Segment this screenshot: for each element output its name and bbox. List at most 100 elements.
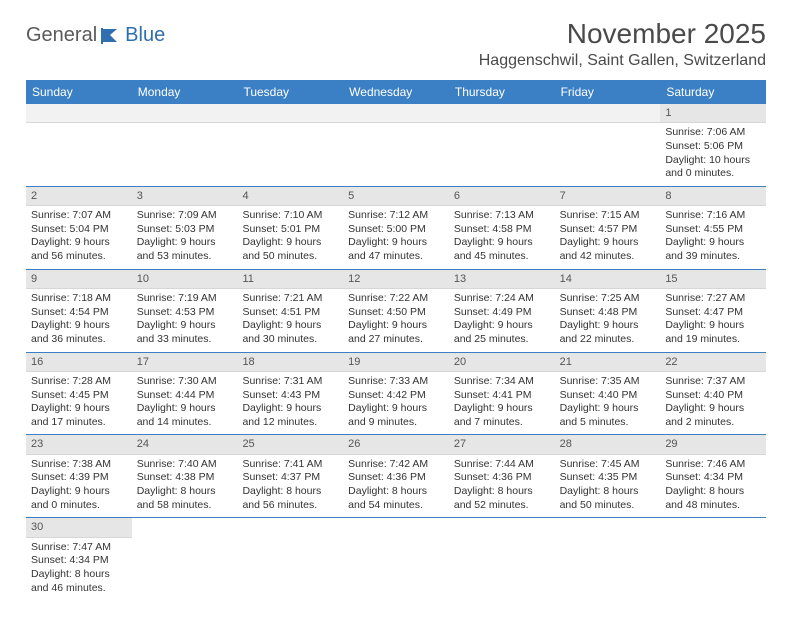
- sunset-line: Sunset: 4:39 PM: [31, 471, 127, 485]
- sunset-line: Sunset: 4:58 PM: [454, 223, 550, 237]
- day-body: Sunrise: 7:28 AMSunset: 4:45 PMDaylight:…: [26, 372, 132, 435]
- sunset-line: Sunset: 4:48 PM: [560, 306, 656, 320]
- day-cell: 21Sunrise: 7:35 AMSunset: 4:40 PMDayligh…: [555, 353, 661, 435]
- day-number: 27: [449, 435, 555, 454]
- day-number: 28: [555, 435, 661, 454]
- day-cell: [132, 518, 238, 600]
- day-body: Sunrise: 7:21 AMSunset: 4:51 PMDaylight:…: [237, 289, 343, 352]
- sunset-line: Sunset: 4:40 PM: [665, 389, 761, 403]
- daylight-line: Daylight: 9 hours and 7 minutes.: [454, 402, 550, 429]
- day-number: 7: [555, 187, 661, 206]
- day-body: Sunrise: 7:40 AMSunset: 4:38 PMDaylight:…: [132, 455, 238, 518]
- sunrise-line: Sunrise: 7:06 AM: [665, 126, 761, 140]
- day-body: Sunrise: 7:06 AMSunset: 5:06 PMDaylight:…: [660, 123, 766, 186]
- day-cell: 29Sunrise: 7:46 AMSunset: 4:34 PMDayligh…: [660, 435, 766, 517]
- daylight-line: Daylight: 9 hours and 17 minutes.: [31, 402, 127, 429]
- week-row: 23Sunrise: 7:38 AMSunset: 4:39 PMDayligh…: [26, 435, 766, 518]
- day-header: Friday: [555, 80, 661, 104]
- daylight-line: Daylight: 9 hours and 39 minutes.: [665, 236, 761, 263]
- sunrise-line: Sunrise: 7:21 AM: [242, 292, 338, 306]
- location: Haggenschwil, Saint Gallen, Switzerland: [479, 52, 766, 70]
- day-number: 4: [237, 187, 343, 206]
- daylight-line: Daylight: 8 hours and 58 minutes.: [137, 485, 233, 512]
- day-cell: 9Sunrise: 7:18 AMSunset: 4:54 PMDaylight…: [26, 270, 132, 352]
- day-cell: 2Sunrise: 7:07 AMSunset: 5:04 PMDaylight…: [26, 187, 132, 269]
- day-body: Sunrise: 7:25 AMSunset: 4:48 PMDaylight:…: [555, 289, 661, 352]
- sunset-line: Sunset: 4:45 PM: [31, 389, 127, 403]
- day-header: Tuesday: [237, 80, 343, 104]
- day-cell: 23Sunrise: 7:38 AMSunset: 4:39 PMDayligh…: [26, 435, 132, 517]
- daylight-line: Daylight: 8 hours and 52 minutes.: [454, 485, 550, 512]
- title-block: November 2025 Haggenschwil, Saint Gallen…: [479, 18, 766, 70]
- sunrise-line: Sunrise: 7:13 AM: [454, 209, 550, 223]
- day-number: 3: [132, 187, 238, 206]
- sunrise-line: Sunrise: 7:15 AM: [560, 209, 656, 223]
- day-number: 5: [343, 187, 449, 206]
- week-row: 2Sunrise: 7:07 AMSunset: 5:04 PMDaylight…: [26, 187, 766, 270]
- sunset-line: Sunset: 4:41 PM: [454, 389, 550, 403]
- day-number: 1: [660, 104, 766, 123]
- sunset-line: Sunset: 5:04 PM: [31, 223, 127, 237]
- daylight-line: Daylight: 8 hours and 50 minutes.: [560, 485, 656, 512]
- day-number: 17: [132, 353, 238, 372]
- sunset-line: Sunset: 4:34 PM: [665, 471, 761, 485]
- day-body: Sunrise: 7:46 AMSunset: 4:34 PMDaylight:…: [660, 455, 766, 518]
- day-cell: [237, 518, 343, 600]
- day-body: Sunrise: 7:12 AMSunset: 5:00 PMDaylight:…: [343, 206, 449, 269]
- sunset-line: Sunset: 4:38 PM: [137, 471, 233, 485]
- daynum-bar-empty: [449, 104, 555, 123]
- day-body: Sunrise: 7:31 AMSunset: 4:43 PMDaylight:…: [237, 372, 343, 435]
- calendar: Sunday Monday Tuesday Wednesday Thursday…: [26, 80, 766, 600]
- sunset-line: Sunset: 4:57 PM: [560, 223, 656, 237]
- daylight-line: Daylight: 9 hours and 27 minutes.: [348, 319, 444, 346]
- sunrise-line: Sunrise: 7:44 AM: [454, 458, 550, 472]
- sunset-line: Sunset: 4:47 PM: [665, 306, 761, 320]
- flag-icon: [101, 28, 123, 44]
- month-title: November 2025: [479, 18, 766, 50]
- day-number: 24: [132, 435, 238, 454]
- day-body: Sunrise: 7:45 AMSunset: 4:35 PMDaylight:…: [555, 455, 661, 518]
- day-number: 20: [449, 353, 555, 372]
- sunset-line: Sunset: 4:53 PM: [137, 306, 233, 320]
- day-body: Sunrise: 7:33 AMSunset: 4:42 PMDaylight:…: [343, 372, 449, 435]
- day-header: Thursday: [449, 80, 555, 104]
- day-number: 18: [237, 353, 343, 372]
- day-body: Sunrise: 7:47 AMSunset: 4:34 PMDaylight:…: [26, 538, 132, 601]
- sunset-line: Sunset: 4:37 PM: [242, 471, 338, 485]
- daylight-line: Daylight: 9 hours and 53 minutes.: [137, 236, 233, 263]
- day-body: Sunrise: 7:16 AMSunset: 4:55 PMDaylight:…: [660, 206, 766, 269]
- day-body: Sunrise: 7:24 AMSunset: 4:49 PMDaylight:…: [449, 289, 555, 352]
- day-number: 13: [449, 270, 555, 289]
- day-header: Wednesday: [343, 80, 449, 104]
- day-number: 22: [660, 353, 766, 372]
- daynum-bar-empty: [343, 104, 449, 123]
- day-cell: [660, 518, 766, 600]
- logo: General Blue: [26, 24, 165, 47]
- day-body: Sunrise: 7:10 AMSunset: 5:01 PMDaylight:…: [237, 206, 343, 269]
- sunrise-line: Sunrise: 7:35 AM: [560, 375, 656, 389]
- day-body: Sunrise: 7:35 AMSunset: 4:40 PMDaylight:…: [555, 372, 661, 435]
- day-number: 29: [660, 435, 766, 454]
- day-cell: 16Sunrise: 7:28 AMSunset: 4:45 PMDayligh…: [26, 353, 132, 435]
- day-number: 30: [26, 518, 132, 537]
- sunset-line: Sunset: 4:34 PM: [31, 554, 127, 568]
- day-cell: 28Sunrise: 7:45 AMSunset: 4:35 PMDayligh…: [555, 435, 661, 517]
- daylight-line: Daylight: 9 hours and 30 minutes.: [242, 319, 338, 346]
- page: General Blue November 2025 Haggenschwil,…: [0, 0, 792, 618]
- sunset-line: Sunset: 4:43 PM: [242, 389, 338, 403]
- day-cell: [343, 518, 449, 600]
- day-body: Sunrise: 7:41 AMSunset: 4:37 PMDaylight:…: [237, 455, 343, 518]
- day-body: Sunrise: 7:27 AMSunset: 4:47 PMDaylight:…: [660, 289, 766, 352]
- daynum-bar-empty: [555, 104, 661, 123]
- sunrise-line: Sunrise: 7:07 AM: [31, 209, 127, 223]
- day-cell: [449, 104, 555, 186]
- daylight-line: Daylight: 8 hours and 54 minutes.: [348, 485, 444, 512]
- day-number: 10: [132, 270, 238, 289]
- daylight-line: Daylight: 10 hours and 0 minutes.: [665, 154, 761, 181]
- day-number: 15: [660, 270, 766, 289]
- week-row: 30Sunrise: 7:47 AMSunset: 4:34 PMDayligh…: [26, 518, 766, 600]
- logo-text-2: Blue: [125, 24, 165, 47]
- day-header: Sunday: [26, 80, 132, 104]
- day-number: 26: [343, 435, 449, 454]
- sunrise-line: Sunrise: 7:12 AM: [348, 209, 444, 223]
